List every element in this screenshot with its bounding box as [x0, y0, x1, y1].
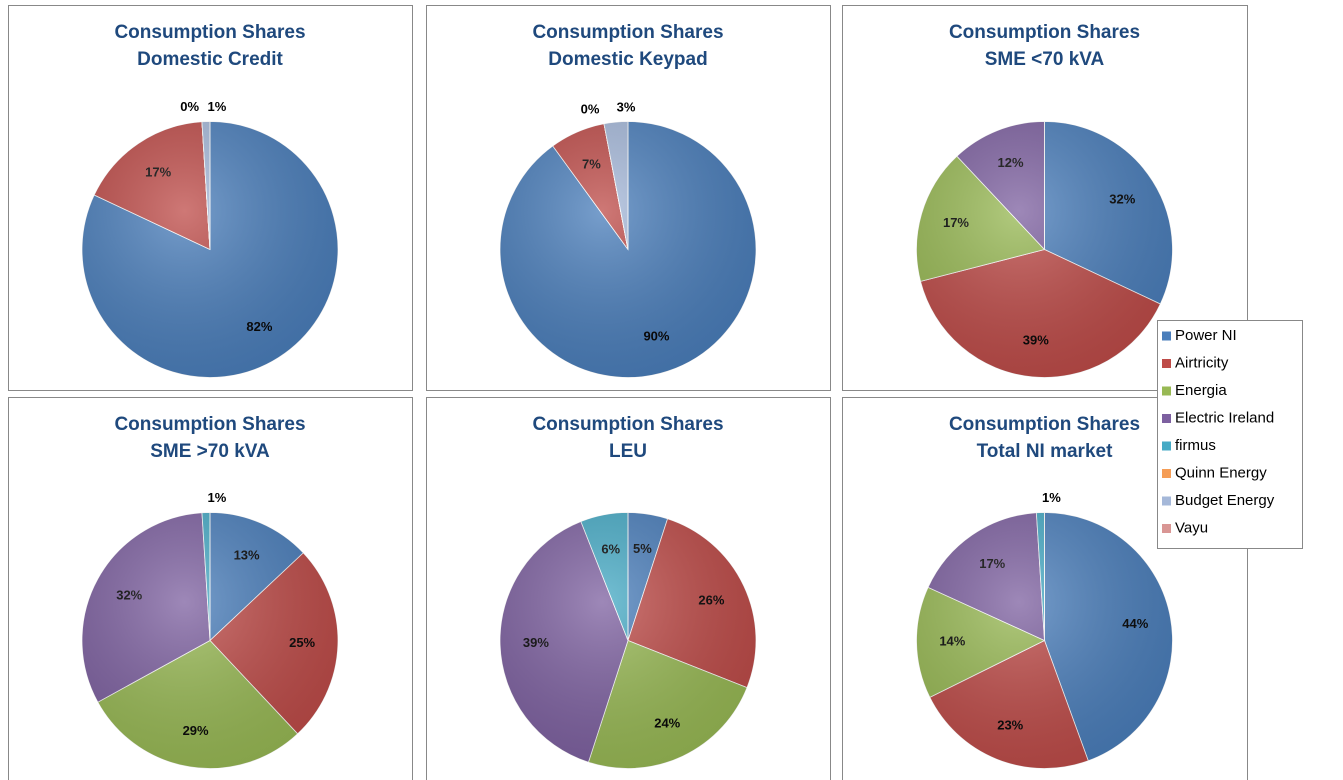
data-label: 12%	[998, 155, 1024, 170]
chart-title: SME >70 kVA	[150, 441, 270, 462]
legend-swatch	[1162, 386, 1171, 396]
legend-label: Vayu	[1175, 519, 1208, 536]
data-label: 3%	[617, 100, 636, 115]
data-label: 1%	[1042, 490, 1061, 505]
data-label: 32%	[1109, 192, 1135, 207]
data-label: 39%	[1023, 333, 1049, 348]
legend-label: Quinn Energy	[1175, 464, 1267, 481]
data-label: 29%	[183, 723, 209, 738]
data-label: 32%	[116, 588, 142, 603]
data-label: 82%	[246, 319, 272, 334]
data-label: 0%	[180, 99, 199, 114]
chart-title: Consumption Shares	[114, 414, 305, 435]
data-label: 39%	[523, 635, 549, 650]
data-label: 44%	[1122, 616, 1148, 631]
legend-label: Budget Energy	[1175, 492, 1275, 509]
legend-box	[1157, 320, 1303, 549]
data-label: 6%	[601, 541, 620, 556]
data-label: 24%	[654, 715, 680, 730]
data-label: 13%	[234, 547, 260, 562]
data-label: 17%	[145, 165, 171, 180]
chart-title: Consumption Shares	[949, 414, 1140, 435]
legend-swatch	[1162, 441, 1171, 451]
legend-swatch	[1162, 524, 1171, 533]
data-label: 0%	[581, 101, 600, 116]
legend-swatch	[1162, 331, 1171, 341]
legend-label: Airtricity	[1175, 354, 1229, 371]
legend-swatch	[1162, 469, 1171, 478]
legend-label: Power NI	[1175, 327, 1237, 344]
legend-label: Energia	[1175, 382, 1227, 399]
data-label: 14%	[939, 633, 965, 648]
legend-label: firmus	[1175, 437, 1216, 454]
chart-title: SME <70 kVA	[985, 49, 1105, 70]
data-label: 5%	[633, 541, 652, 556]
legend-swatch	[1162, 414, 1171, 423]
chart-title: Consumption Shares	[532, 414, 723, 435]
chart-title: Consumption Shares	[949, 22, 1140, 43]
data-label: 90%	[643, 329, 669, 344]
data-label: 1%	[208, 490, 227, 505]
data-label: 25%	[289, 635, 315, 650]
legend-swatch	[1162, 496, 1171, 506]
data-label: 17%	[979, 556, 1005, 571]
chart-title: Consumption Shares	[114, 22, 305, 43]
data-label: 7%	[582, 156, 601, 171]
chart-title: LEU	[609, 441, 647, 462]
data-label: 1%	[208, 99, 227, 114]
data-label: 17%	[943, 215, 969, 230]
data-label: 26%	[698, 593, 724, 608]
chart-title: Total NI market	[977, 441, 1114, 462]
chart-title: Consumption Shares	[532, 22, 723, 43]
legend-swatch	[1162, 359, 1171, 368]
chart-title: Domestic Credit	[137, 49, 283, 70]
legend-label: Electric Ireland	[1175, 409, 1274, 426]
chart-title: Domestic Keypad	[548, 49, 707, 70]
data-label: 23%	[997, 717, 1023, 732]
